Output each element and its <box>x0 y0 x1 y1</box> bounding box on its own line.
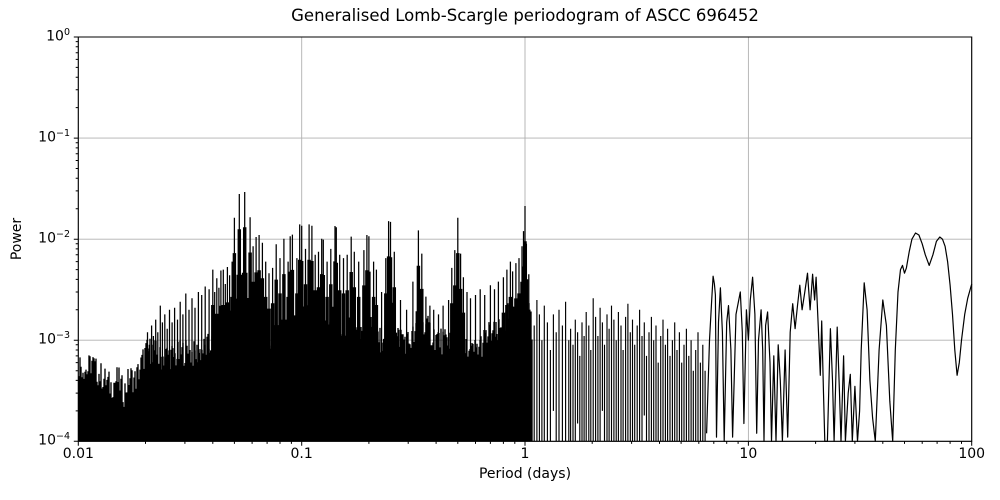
y-tick-label: 10−2 <box>38 229 70 247</box>
alias-peak-spikes <box>146 192 532 442</box>
x-tick-label: 0.01 <box>62 446 94 462</box>
axis-ticks <box>73 36 973 446</box>
mid-period-strokes <box>533 298 706 442</box>
y-axis-label: Power <box>9 217 25 261</box>
x-tick-label: 10 <box>739 446 758 462</box>
x-tick-label: 1 <box>520 446 530 462</box>
x-tick-label: 100 <box>958 446 986 462</box>
axes-spines <box>77 36 973 442</box>
y-tick-label: 10−1 <box>38 128 70 146</box>
y-tick-label: 10−3 <box>38 330 70 348</box>
chart-title: Generalised Lomb-Scargle periodogram of … <box>291 6 759 25</box>
x-axis-label: Period (days) <box>478 466 572 482</box>
y-tick-label: 10−4 <box>38 431 70 449</box>
long-period-curve <box>706 232 973 442</box>
y-tick-label: 100 <box>46 27 70 45</box>
x-tick-label: 0.1 <box>290 446 313 462</box>
